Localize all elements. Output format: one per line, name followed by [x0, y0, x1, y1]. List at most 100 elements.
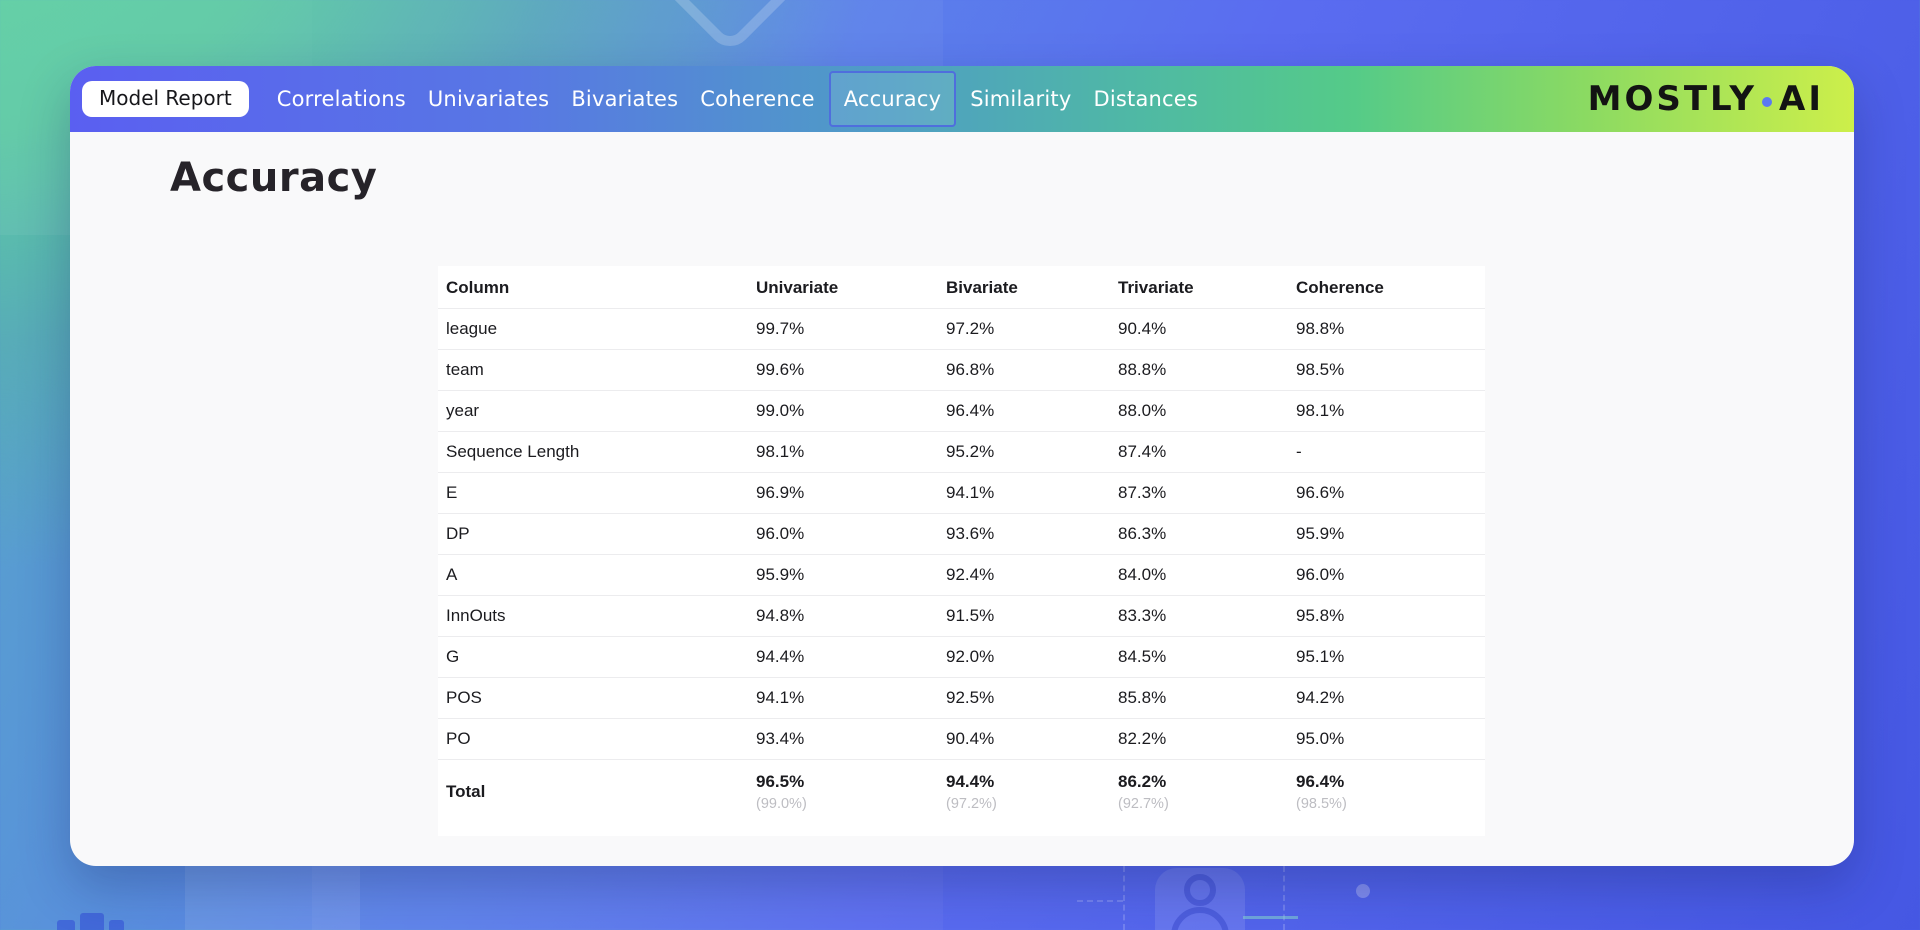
row-value: 92.4%	[938, 554, 1110, 596]
row-value: 88.8%	[1110, 349, 1288, 391]
row-value: 99.7%	[748, 308, 938, 350]
row-value: 98.8%	[1288, 308, 1485, 350]
background-panel	[185, 862, 360, 930]
row-value: 91.5%	[938, 595, 1110, 637]
row-value: 96.8%	[938, 349, 1110, 391]
column-header: Univariate	[748, 266, 938, 309]
table-row: year 99.0% 96.4% 88.0% 98.1%	[438, 390, 1485, 432]
row-value: 96.4%	[938, 390, 1110, 432]
row-value: 99.0%	[748, 390, 938, 432]
table-row: Sequence Length 98.1% 95.2% 87.4% -	[438, 431, 1485, 473]
row-value: 99.6%	[748, 349, 938, 391]
row-label: year	[438, 390, 748, 432]
row-value: 94.1%	[748, 677, 938, 719]
row-value: -	[1288, 431, 1485, 473]
row-value: 98.1%	[1288, 390, 1485, 432]
row-value: 95.0%	[1288, 718, 1485, 760]
accuracy-table-container: Column Univariate Bivariate Trivariate C…	[438, 266, 1485, 836]
total-subvalue: (99.0%)	[756, 796, 807, 812]
column-header: Bivariate	[938, 266, 1110, 309]
row-label: PO	[438, 718, 748, 760]
row-value: 83.3%	[1110, 595, 1288, 637]
accuracy-table: Column Univariate Bivariate Trivariate C…	[438, 266, 1485, 822]
row-value: 98.1%	[748, 431, 938, 473]
total-cell: 96.5% (99.0%)	[748, 760, 938, 823]
row-value: 96.6%	[1288, 472, 1485, 514]
total-label: Total	[446, 782, 486, 801]
tab-correlations[interactable]: Correlations	[276, 87, 406, 111]
tab-coherence[interactable]: Coherence	[700, 87, 815, 111]
accuracy-table-body: league 99.7% 97.2% 90.4% 98.8% team 99.6% 96.8%…	[438, 308, 1485, 760]
table-row: G 94.4% 92.0% 84.5% 95.1%	[438, 636, 1485, 678]
table-row: A 95.9% 92.4% 84.0% 96.0%	[438, 554, 1485, 596]
column-header: Column	[438, 266, 748, 309]
column-header: Trivariate	[1110, 266, 1288, 309]
table-row: DP 96.0% 93.6% 86.3% 95.9%	[438, 513, 1485, 555]
total-cell: 94.4% (97.2%)	[938, 760, 1110, 823]
row-value: 97.2%	[938, 308, 1110, 350]
logo-text-left: MOSTLY	[1587, 79, 1758, 119]
user-tile-decoration	[1155, 868, 1245, 930]
tab-accuracy[interactable]: Accuracy	[828, 71, 957, 127]
row-value: 82.2%	[1110, 718, 1288, 760]
report-card: Model Report Correlations Univariates Bi…	[70, 66, 1854, 866]
page-title: Accuracy	[170, 155, 378, 201]
row-value: 92.0%	[938, 636, 1110, 678]
total-cell: 96.4% (98.5%)	[1288, 760, 1485, 823]
row-label: POS	[438, 677, 748, 719]
logo-text-right: AI	[1779, 79, 1824, 119]
row-value: 90.4%	[1110, 308, 1288, 350]
row-value: 96.9%	[748, 472, 938, 514]
diamond-decoration	[616, 0, 844, 56]
row-value: 94.4%	[748, 636, 938, 678]
tab-univariates[interactable]: Univariates	[427, 87, 550, 111]
row-value: 84.0%	[1110, 554, 1288, 596]
total-value: 86.2%	[1118, 772, 1167, 791]
table-row: league 99.7% 97.2% 90.4% 98.8%	[438, 308, 1485, 350]
grid-line-decoration	[1283, 866, 1285, 930]
row-value: 95.8%	[1288, 595, 1485, 637]
teal-line-decoration	[1243, 916, 1298, 919]
nav-tabs: Correlations Univariates Bivariates Cohe…	[266, 66, 1209, 132]
mostly-ai-logo: MOSTLY AI	[1588, 79, 1824, 119]
table-header-row: Column Univariate Bivariate Trivariate C…	[438, 266, 1485, 309]
row-value: 95.1%	[1288, 636, 1485, 678]
row-value: 87.3%	[1110, 472, 1288, 514]
tab-bivariates[interactable]: Bivariates	[571, 87, 679, 111]
row-value: 85.8%	[1110, 677, 1288, 719]
table-row: PO 93.4% 90.4% 82.2% 95.0%	[438, 718, 1485, 760]
row-label: A	[438, 554, 748, 596]
row-label: G	[438, 636, 748, 678]
table-row: E 96.9% 94.1% 87.3% 96.6%	[438, 472, 1485, 514]
table-row: team 99.6% 96.8% 88.8% 98.5%	[438, 349, 1485, 391]
top-navigation: Model Report Correlations Univariates Bi…	[70, 66, 1854, 132]
row-value: 96.0%	[748, 513, 938, 555]
total-value: 94.4%	[946, 772, 995, 791]
row-label: Sequence Length	[438, 431, 748, 473]
table-row: InnOuts 94.8% 91.5% 83.3% 95.8%	[438, 595, 1485, 637]
row-label: DP	[438, 513, 748, 555]
tab-distances[interactable]: Distances	[1093, 87, 1199, 111]
row-value: 90.4%	[938, 718, 1110, 760]
user-icon	[1171, 874, 1229, 930]
row-value: 95.9%	[748, 554, 938, 596]
report-content: Accuracy Column Univariate Bivariate Tri…	[70, 132, 1854, 836]
total-subvalue: (98.5%)	[1296, 796, 1347, 812]
total-subvalue: (97.2%)	[946, 796, 997, 812]
column-header: Coherence	[1288, 266, 1485, 309]
model-report-badge[interactable]: Model Report	[82, 81, 249, 117]
row-value: 86.3%	[1110, 513, 1288, 555]
grid-line-decoration	[1077, 900, 1123, 902]
tab-similarity[interactable]: Similarity	[970, 87, 1072, 111]
row-value: 95.9%	[1288, 513, 1485, 555]
dot-decoration	[1356, 884, 1370, 898]
row-label: team	[438, 349, 748, 391]
table-total-row: Total 96.5% (99.0%) 94.4% (97.2%) 86.2% …	[438, 760, 1485, 823]
row-value: 95.2%	[938, 431, 1110, 473]
total-cell: 86.2% (92.7%)	[1110, 760, 1288, 823]
row-value: 94.8%	[748, 595, 938, 637]
row-value: 96.0%	[1288, 554, 1485, 596]
row-value: 92.5%	[938, 677, 1110, 719]
grid-line-decoration	[1123, 866, 1125, 930]
row-label: league	[438, 308, 748, 350]
